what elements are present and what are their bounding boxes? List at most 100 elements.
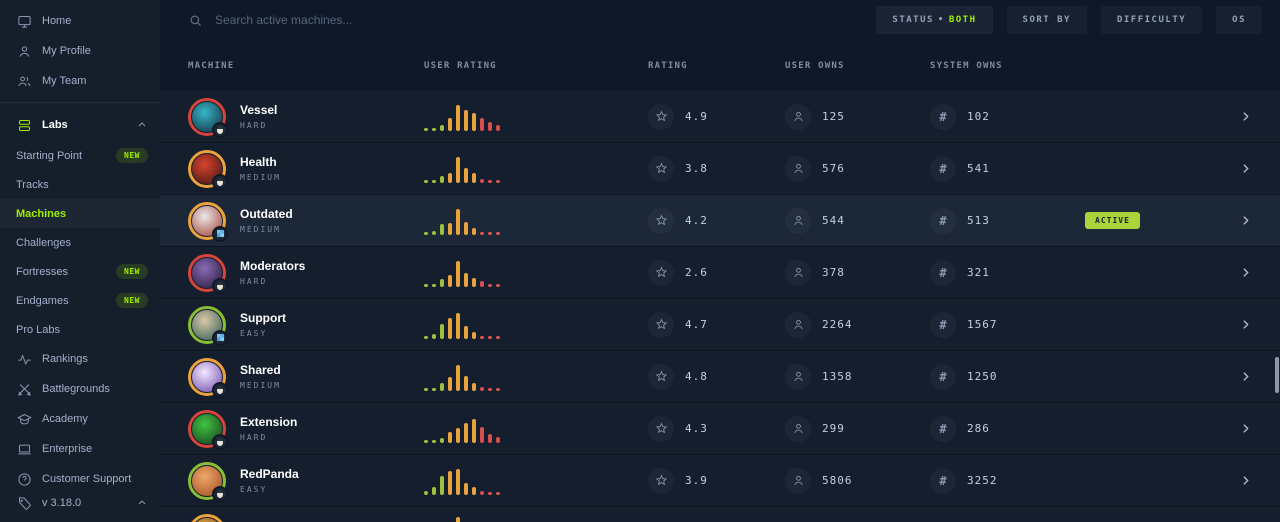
version-label: v 3.18.0	[42, 497, 82, 509]
user-owns-value: 1358	[822, 370, 853, 383]
row-expand-chevron-icon[interactable]	[1212, 370, 1252, 383]
chevron-up-icon[interactable]	[136, 497, 148, 509]
sort-by-button[interactable]: SORT BY	[1006, 6, 1087, 34]
machine-cell: Outdated MEDIUM	[188, 201, 424, 242]
machine-difficulty-label: EASY	[240, 329, 268, 338]
rating-value: 2.6	[685, 266, 708, 279]
machine-row[interactable]: Health MEDIUM 3.8 576 # 541	[160, 143, 1280, 195]
rating-value: 4.2	[685, 214, 708, 227]
status-filter-separator: •	[937, 15, 945, 25]
tag-icon	[16, 495, 32, 511]
row-expand-chevron-icon[interactable]	[1212, 162, 1252, 175]
machine-table-body: Vessel HARD 4.9 125 # 102	[160, 91, 1280, 522]
machine-cell: Health MEDIUM	[188, 149, 424, 190]
machine-row[interactable]: Outdated MEDIUM 4.2 544 # 513 ACTIVE	[160, 195, 1280, 247]
machine-row[interactable]: RedPanda EASY 3.9 5806 # 3252	[160, 455, 1280, 507]
sidebar-item-my-profile[interactable]: My Profile	[0, 36, 160, 66]
sidebar-item-enterprise[interactable]: Enterprise	[0, 434, 160, 464]
user-rating-histogram	[424, 207, 648, 235]
machine-row[interactable]: Moderators HARD 2.6 378 # 321	[160, 247, 1280, 299]
os-badge-icon	[212, 329, 228, 346]
sidebar-item-tracks[interactable]: Tracks	[0, 170, 160, 199]
sidebar-item-label: Home	[42, 15, 72, 27]
machine-row[interactable]: Shared MEDIUM 4.8 1358 # 1250	[160, 351, 1280, 403]
sidebar-item-pro-labs[interactable]: Pro Labs	[0, 315, 160, 344]
user-rating-histogram	[424, 363, 648, 391]
rating-cell: 4.3	[648, 415, 785, 442]
sidebar-item-endgames[interactable]: Endgames NEW	[0, 286, 160, 315]
star-icon	[648, 467, 674, 494]
machine-name: RedPanda	[240, 467, 299, 481]
user-owns-cell: 576	[785, 155, 930, 182]
filter-buttons: STATUS • BOTH SORT BY DIFFICULTY OS	[876, 6, 1262, 34]
row-expand-chevron-icon[interactable]	[1212, 422, 1252, 435]
machine-row[interactable]: Extension HARD 4.3 299 # 286	[160, 403, 1280, 455]
difficulty-filter-button[interactable]: DIFFICULTY	[1100, 6, 1203, 34]
rating-value: 4.7	[685, 318, 708, 331]
os-filter-button[interactable]: OS	[1216, 6, 1262, 34]
os-badge-icon	[212, 433, 228, 450]
row-expand-chevron-icon[interactable]	[1212, 318, 1252, 331]
sidebar-item-fortresses[interactable]: Fortresses NEW	[0, 257, 160, 286]
search-input[interactable]	[215, 13, 515, 27]
column-header-system-owns: SYSTEM OWNS	[930, 60, 1003, 71]
sidebar-item-battlegrounds[interactable]: Battlegrounds	[0, 374, 160, 404]
machine-cell: Support EASY	[188, 305, 424, 346]
sidebar-item-rankings[interactable]: Rankings	[0, 344, 160, 374]
user-rating-histogram	[424, 467, 648, 495]
machine-avatar	[188, 409, 228, 450]
sidebar-item-challenges[interactable]: Challenges	[0, 228, 160, 257]
user-owns-cell: 2264	[785, 311, 930, 338]
machine-text: Moderators HARD	[240, 259, 305, 286]
sidebar-item-label: Enterprise	[42, 443, 93, 455]
sidebar-item-label: Labs	[42, 119, 68, 131]
machine-text: RedPanda EASY	[240, 467, 299, 494]
machine-name: Support	[240, 311, 286, 325]
rating-cell: 2.6	[648, 259, 785, 286]
status-filter-button[interactable]: STATUS • BOTH	[876, 6, 993, 34]
scrollbar-thumb[interactable]	[1275, 357, 1279, 393]
row-expand-chevron-icon[interactable]	[1212, 214, 1252, 227]
machine-text: Vessel HARD	[240, 103, 277, 130]
machine-cell	[188, 513, 424, 522]
sidebar-item-label: Challenges	[16, 236, 72, 249]
user-owns-cell: 544	[785, 207, 930, 234]
hash-icon: #	[930, 363, 956, 390]
machine-name: Vessel	[240, 103, 278, 117]
sidebar-item-home[interactable]: Home	[0, 6, 160, 36]
status-filter-label: STATUS	[892, 15, 934, 25]
system-owns-cell: # 3252	[930, 467, 1085, 494]
sidebar-item-label: My Profile	[42, 45, 91, 57]
hash-icon: #	[930, 207, 956, 234]
sidebar-item-customer-support[interactable]: Customer Support	[0, 464, 160, 494]
machine-row[interactable]: Support EASY 4.7 2264 # 1567	[160, 299, 1280, 351]
row-expand-chevron-icon[interactable]	[1212, 266, 1252, 279]
machine-difficulty-label: HARD	[240, 277, 268, 286]
new-badge: NEW	[116, 148, 148, 163]
sidebar-version[interactable]: v 3.18.0	[0, 488, 160, 518]
sidebar-item-labs[interactable]: Labs	[0, 109, 160, 141]
new-badge: NEW	[116, 293, 148, 308]
chevron-up-icon[interactable]	[136, 119, 148, 131]
row-expand-chevron-icon[interactable]	[1212, 474, 1252, 487]
column-header-rating: RATING	[648, 60, 688, 71]
machine-row[interactable]: #	[160, 507, 1280, 522]
sidebar-item-academy[interactable]: Academy	[0, 404, 160, 434]
machine-avatar	[188, 149, 228, 190]
rating-cell: 4.8	[648, 363, 785, 390]
user-icon	[785, 155, 811, 182]
machine-row[interactable]: Vessel HARD 4.9 125 # 102	[160, 91, 1280, 143]
user-icon	[785, 103, 811, 130]
rating-value: 4.9	[685, 110, 708, 123]
sidebar-item-my-team[interactable]: My Team	[0, 66, 160, 96]
row-expand-chevron-icon[interactable]	[1212, 110, 1252, 123]
column-header-user-rating: USER RATING	[424, 60, 497, 71]
system-owns-cell: # 1250	[930, 363, 1085, 390]
user-icon	[785, 415, 811, 442]
sidebar-item-machines[interactable]: Machines	[0, 199, 160, 228]
user-rating-histogram	[424, 415, 648, 443]
machine-difficulty-label: HARD	[240, 121, 268, 130]
sidebar-item-label: My Team	[42, 75, 87, 87]
sidebar-item-starting-point[interactable]: Starting Point NEW	[0, 141, 160, 170]
user-rating-histogram	[424, 155, 648, 183]
